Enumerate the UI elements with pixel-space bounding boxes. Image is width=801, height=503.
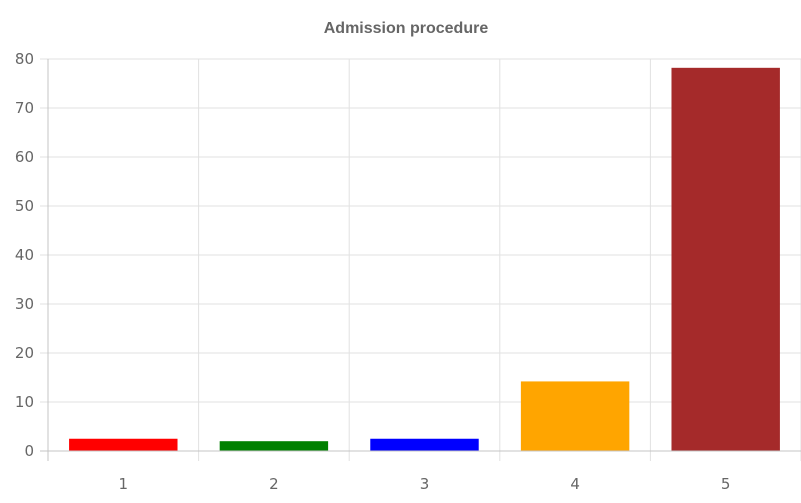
bar-2[interactable] [219, 441, 329, 451]
axes: 0 10 20 30 40 50 60 70 80 1 2 3 4 5 [15, 50, 801, 493]
x-tick-label: 1 [119, 475, 129, 493]
y-tick-label: 70 [15, 99, 34, 117]
chart-title: Admission procedure [324, 20, 489, 37]
x-tick-label: 3 [420, 475, 430, 493]
y-tick-label: 50 [15, 197, 34, 215]
y-tick-label: 10 [15, 393, 34, 411]
bar-3[interactable] [370, 438, 479, 451]
bar-1[interactable] [69, 438, 178, 451]
y-tick-label: 40 [15, 246, 34, 264]
y-tick-label: 20 [15, 344, 34, 362]
x-tick-label: 2 [269, 475, 279, 493]
x-tick-label: 5 [721, 475, 731, 493]
bars [69, 67, 780, 451]
bar-5[interactable] [671, 67, 780, 451]
y-tick-label: 0 [24, 442, 34, 460]
x-tick-label: 4 [570, 475, 580, 493]
bar-4[interactable] [520, 381, 630, 451]
y-tick-label: 30 [15, 295, 34, 313]
grid [40, 58, 801, 461]
y-tick-label: 80 [15, 50, 34, 68]
y-tick-label: 60 [15, 148, 34, 166]
